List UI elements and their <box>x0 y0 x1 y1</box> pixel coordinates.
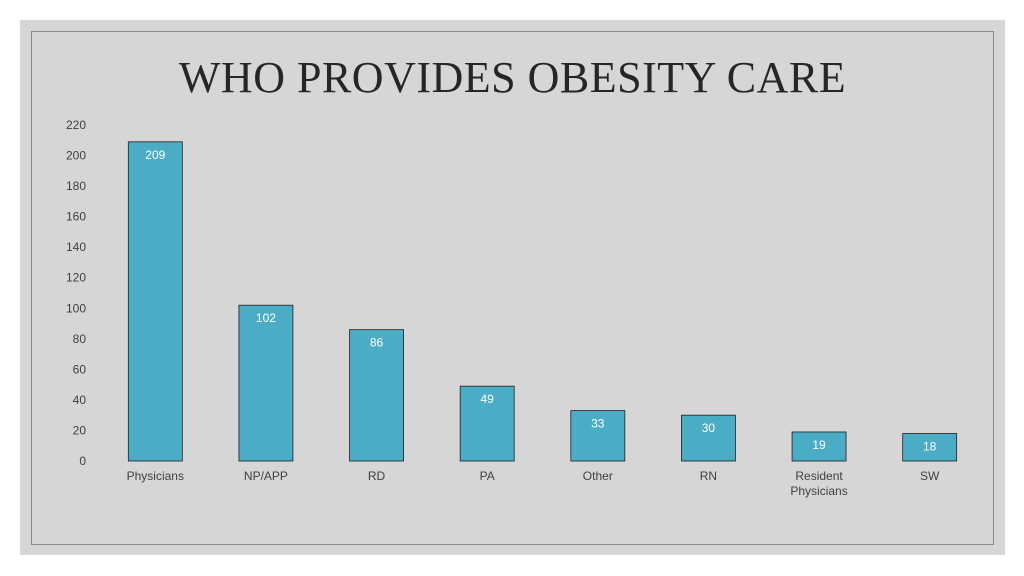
y-tick-label: 180 <box>66 179 86 193</box>
chart-title: WHO PROVIDES OBESITY CARE <box>178 53 847 102</box>
data-label: 49 <box>481 392 495 406</box>
data-label: 30 <box>702 421 716 435</box>
y-tick-label: 20 <box>73 423 87 437</box>
x-tick-label: Other <box>583 469 613 483</box>
data-label: 209 <box>145 148 165 162</box>
x-tick-label: Resident Physicians <box>790 469 847 498</box>
x-tick-label: RD <box>368 469 386 483</box>
data-label: 102 <box>256 311 276 325</box>
data-label: 18 <box>923 440 937 454</box>
bar <box>238 304 294 462</box>
y-tick-label: 140 <box>66 240 86 254</box>
y-tick-label: 160 <box>66 210 86 224</box>
y-tick-label: 80 <box>73 332 87 346</box>
bar <box>127 141 183 462</box>
x-tick-label: RN <box>700 469 717 483</box>
x-tick-label: SW <box>920 469 940 483</box>
y-tick-label: 60 <box>73 362 87 376</box>
bar <box>349 329 404 462</box>
bar <box>570 410 626 462</box>
y-tick-label: 40 <box>73 393 87 407</box>
x-tick-label: PA <box>480 469 495 483</box>
bar-chart: 0 20 40 60 80 100 120 140 160 180 200 220 209 Physici… <box>66 118 958 498</box>
data-label: 33 <box>591 417 605 431</box>
x-tick-label: NP/APP <box>244 469 288 483</box>
bar <box>791 431 847 462</box>
bar <box>902 433 958 462</box>
slide-background: WHO PROVIDES OBESITY CARE 0 20 40 60 80 100 12… <box>20 20 1005 555</box>
data-label: 19 <box>812 438 826 452</box>
y-tick-label: 120 <box>66 271 86 285</box>
slide-frame <box>31 31 994 545</box>
x-tick-label: Physicians <box>127 469 184 483</box>
data-label: 86 <box>370 336 384 350</box>
y-tick-label: 100 <box>66 301 86 315</box>
y-tick-label: 220 <box>66 118 86 132</box>
y-tick-label: 200 <box>66 149 86 163</box>
bar <box>459 385 515 462</box>
y-tick-label: 0 <box>79 454 86 468</box>
bar <box>681 414 736 462</box>
